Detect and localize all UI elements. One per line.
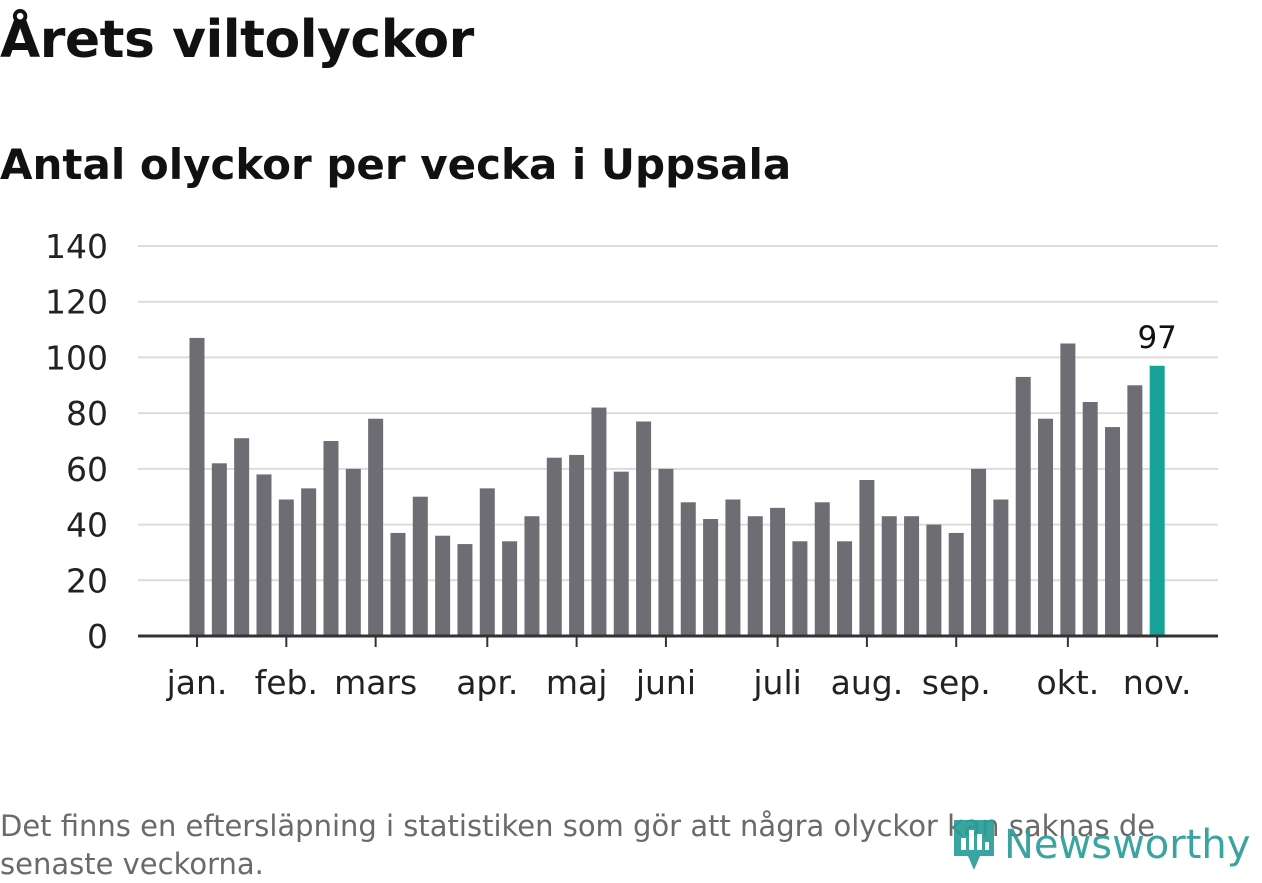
y-tick-label: 100 bbox=[45, 338, 108, 377]
x-tick-label: juli bbox=[752, 663, 801, 702]
bar bbox=[814, 502, 830, 636]
bar bbox=[479, 488, 495, 636]
bar bbox=[680, 502, 696, 636]
bar bbox=[926, 524, 942, 636]
bar bbox=[234, 438, 250, 636]
bar bbox=[725, 499, 741, 636]
x-tick-label: aug. bbox=[831, 663, 904, 702]
x-tick-label: jan. bbox=[166, 663, 228, 702]
bar bbox=[747, 516, 763, 636]
bar bbox=[993, 499, 1009, 636]
x-tick-label: apr. bbox=[456, 663, 518, 702]
y-tick-label: 60 bbox=[66, 450, 108, 489]
bar bbox=[881, 516, 897, 636]
x-tick-label: feb. bbox=[255, 663, 318, 702]
y-tick-label: 120 bbox=[45, 283, 108, 322]
newsworthy-logo: Newsworthy bbox=[950, 816, 1250, 874]
chart-subtitle: Antal olyckor per vecka i Uppsala bbox=[0, 140, 792, 189]
bar bbox=[278, 499, 294, 636]
bar-highlight bbox=[1149, 365, 1165, 636]
bar bbox=[859, 480, 875, 636]
bar bbox=[613, 471, 629, 636]
y-tick-label: 20 bbox=[66, 561, 108, 600]
y-tick-label: 0 bbox=[87, 617, 108, 656]
bar bbox=[1105, 427, 1121, 636]
data-labels: 97 bbox=[1137, 320, 1176, 356]
bar bbox=[658, 468, 674, 636]
bar bbox=[412, 496, 428, 636]
x-axis-ticks: jan. feb. mars apr. maj juni juli aug. sep. okt. n… bbox=[166, 636, 1192, 702]
gridlines bbox=[138, 245, 1218, 582]
bar bbox=[1127, 385, 1143, 636]
x-tick-label: nov. bbox=[1123, 663, 1192, 702]
y-tick-label: 40 bbox=[66, 506, 108, 545]
bar bbox=[1060, 343, 1076, 636]
bar bbox=[457, 544, 473, 636]
x-tick-label: sep. bbox=[922, 663, 991, 702]
chart-title: Årets viltolyckor bbox=[0, 10, 474, 70]
bar bbox=[256, 474, 272, 636]
bar bbox=[435, 535, 451, 636]
bar bbox=[591, 407, 607, 636]
x-tick-label: okt. bbox=[1037, 663, 1100, 702]
bar bbox=[1038, 418, 1054, 636]
bar bbox=[948, 532, 964, 636]
y-axis-ticks: 0 20 40 60 80 100 120 140 bbox=[45, 227, 108, 656]
bar bbox=[1082, 402, 1098, 636]
x-tick-label: mars bbox=[334, 663, 417, 702]
bar bbox=[189, 337, 205, 636]
y-tick-label: 140 bbox=[45, 227, 108, 266]
bar bbox=[971, 468, 987, 636]
bar bbox=[703, 519, 719, 636]
bar bbox=[569, 454, 585, 636]
y-tick-label: 80 bbox=[66, 394, 108, 433]
bar bbox=[211, 463, 227, 636]
bar bbox=[502, 541, 518, 636]
bar bbox=[1015, 376, 1031, 636]
bar bbox=[368, 418, 384, 636]
highlight-value-label: 97 bbox=[1137, 320, 1176, 356]
bar bbox=[323, 441, 339, 636]
newsworthy-logo-icon bbox=[954, 820, 994, 870]
bar bbox=[904, 516, 920, 636]
bar bbox=[792, 541, 808, 636]
bar bbox=[546, 457, 562, 636]
x-tick-label: maj bbox=[546, 663, 608, 702]
bar bbox=[770, 507, 786, 636]
bar bbox=[524, 516, 540, 636]
bars bbox=[189, 337, 1165, 636]
bar bbox=[301, 488, 317, 636]
bar bbox=[837, 541, 853, 636]
bar bbox=[390, 532, 406, 636]
bar bbox=[636, 421, 652, 636]
logo-text: Newsworthy bbox=[1004, 822, 1251, 868]
x-tick-label: juni bbox=[635, 663, 696, 702]
bar bbox=[345, 468, 361, 636]
